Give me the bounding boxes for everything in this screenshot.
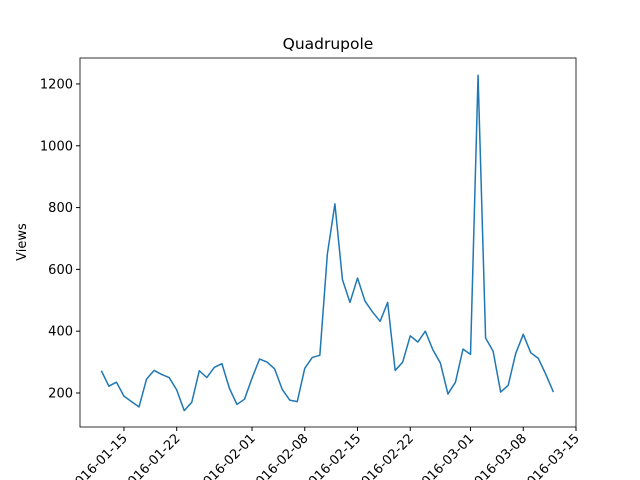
y-tick-label: 200 [48,387,73,402]
y-tick-label: 1000 [40,139,73,154]
plot-frame [79,57,577,428]
y-tick-label: 600 [48,263,73,278]
y-tick-label: 1200 [40,77,73,92]
y-tick-label: 400 [48,325,73,340]
line [100,74,555,412]
y-axis-label: Views [15,223,30,261]
chart-title: Quadrupole [283,35,374,53]
y-tick-label: 800 [48,201,73,216]
